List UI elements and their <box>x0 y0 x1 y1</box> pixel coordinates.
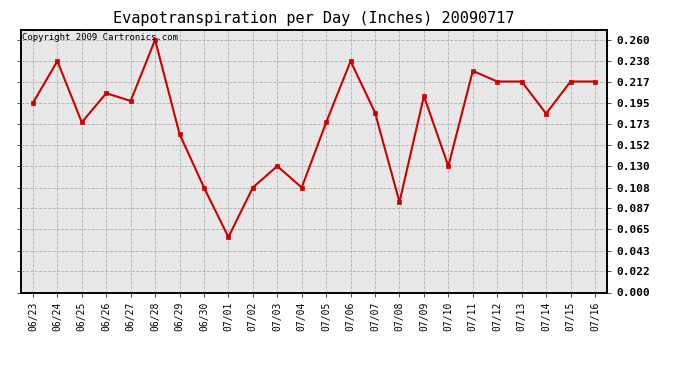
Text: Copyright 2009 Cartronics.com: Copyright 2009 Cartronics.com <box>22 33 178 42</box>
Title: Evapotranspiration per Day (Inches) 20090717: Evapotranspiration per Day (Inches) 2009… <box>113 11 515 26</box>
